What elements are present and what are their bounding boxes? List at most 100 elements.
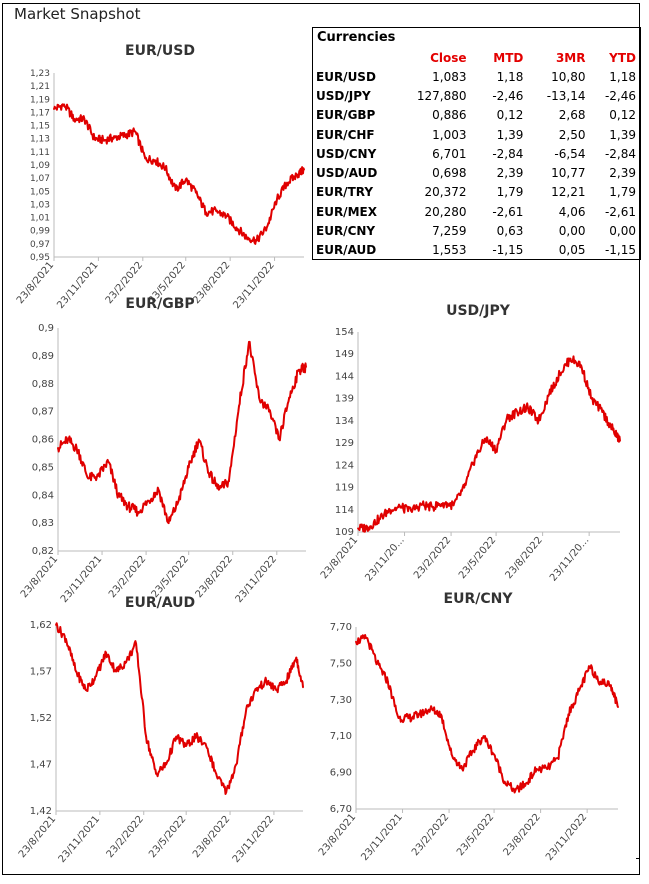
eurgbp-data-point	[238, 405, 240, 407]
usdjpy-data-point	[484, 437, 487, 440]
usdjpy-data-point	[378, 517, 381, 520]
usdjpy-y-tick-label: 119	[335, 483, 354, 494]
mtd-cell: 1,39	[496, 127, 524, 142]
eurgbp-y-tick-label: 0,89	[32, 351, 54, 362]
euraud-data-point	[205, 745, 208, 747]
usdjpy-y-tick-label: 114	[335, 505, 354, 516]
euraud-data-point	[135, 642, 137, 645]
eurgbp-y-tick-label: 0,88	[32, 379, 54, 390]
table-row: USD/AUD 0,698 2,39 10,77 2,39	[315, 163, 640, 182]
pair-cell: EUR/CHF	[316, 127, 375, 142]
eurcny-y-tick-label: 7,50	[330, 658, 352, 669]
eurcny-x-tick-label: 23/11/2021	[359, 812, 404, 863]
eurcny-x-tick-label: 23/2/2022	[410, 812, 451, 858]
ytd-cell: -2,46	[604, 88, 636, 103]
eurgbp-y-tick-label: 0,83	[32, 518, 54, 529]
eurcny-data-point	[440, 713, 442, 716]
eurusd-data-point	[154, 159, 157, 162]
eurusd-data-point	[255, 239, 258, 242]
euraud-data-point	[235, 763, 238, 766]
close-cell: 0,886	[432, 108, 467, 123]
usdjpy-data-point	[389, 508, 391, 511]
usdjpy-data-point	[442, 502, 444, 504]
eurusd-y-tick-label: 0,95	[30, 253, 50, 263]
close-cell: 20,280	[424, 204, 467, 219]
eurcny-y-tick-label: 7,70	[330, 622, 352, 633]
close-cell: 20,372	[424, 185, 467, 200]
mtd-cell: -2,84	[492, 146, 524, 161]
eurusd-data-point	[103, 139, 106, 141]
ytd-cell: -2,84	[604, 146, 636, 161]
mtd-cell: -1,15	[492, 243, 524, 258]
usdjpy-x-tick-label: 23/5/2022	[457, 535, 498, 581]
usdjpy-y-tick-label: 109	[335, 527, 354, 538]
eurcny-data-point	[546, 768, 549, 770]
eurusd-data-point	[286, 181, 288, 184]
eurusd-series-line	[53, 103, 305, 245]
eurusd-data-point	[303, 168, 305, 171]
euraud-data-point	[185, 745, 188, 747]
usdjpy-chart: USD/JPY15414914413913412912411911410923/…	[319, 303, 621, 584]
eurusd-y-tick-label: 1,23	[30, 69, 50, 79]
close-column-header: Close	[430, 50, 467, 65]
usdjpy-data-point	[473, 457, 476, 460]
eurusd-data-point	[235, 226, 238, 229]
eurusd-y-tick-label: 1,13	[30, 135, 50, 145]
usdjpy-data-point	[612, 428, 614, 431]
eurgbp-title: EUR/GBP	[125, 296, 194, 312]
euraud-series-line	[55, 622, 304, 795]
euraud-data-point	[125, 661, 127, 664]
usdjpy-x-tick-label: 23/11/20...	[548, 535, 591, 584]
eurgbp-data-point	[77, 449, 79, 452]
eurcny-x-tick-label: 23/8/2021	[317, 812, 358, 858]
usdjpy-x-tick-label: 23/11/20...	[363, 535, 406, 584]
euraud-data-point	[275, 689, 278, 691]
3mr-cell: 2,50	[558, 127, 586, 142]
eurusd-title: EUR/USD	[125, 43, 195, 59]
eurcny-data-point	[567, 713, 570, 716]
snapshot-frame	[2, 3, 640, 875]
close-cell: 6,701	[432, 146, 467, 161]
euraud-data-point	[175, 735, 178, 738]
eurcny-title: EUR/CNY	[444, 591, 514, 607]
euraud-data-point	[145, 735, 148, 738]
close-cell: 127,880	[416, 88, 467, 103]
usdjpy-data-point	[367, 526, 370, 529]
eurusd-y-tick-label: 1,17	[30, 108, 50, 118]
eurcny-chart: EUR/CNY 7,70 7,50 7,30 7,10 6,90 6,7023/8/2021…	[317, 591, 619, 863]
eurgbp-y-tick-label: 0,87	[32, 407, 54, 418]
eurgbp-data-point	[218, 488, 220, 491]
eurusd-data-point	[73, 118, 76, 120]
usdjpy-x-tick-label: 23/8/2021	[319, 535, 360, 581]
table-header-row: Close MTD 3MR YTD	[315, 48, 640, 67]
ytd-cell: 1,39	[609, 127, 636, 142]
eurusd-y-tick-label: 1,01	[30, 214, 50, 224]
eurcny-data-point	[461, 768, 464, 770]
eurcny-data-point	[429, 708, 432, 710]
eurcny-y-tick-label: 6,70	[330, 804, 352, 815]
eurgbp-data-point	[207, 472, 210, 474]
euraud-data-point	[265, 679, 268, 682]
euraud-data-point	[285, 679, 288, 682]
3mr-column-header: 3MR	[555, 50, 586, 65]
mtd-cell: -2,46	[492, 88, 524, 103]
usdjpy-data-point	[569, 357, 572, 360]
mtd-cell: 1,18	[496, 69, 524, 84]
close-cell: 7,259	[432, 224, 467, 239]
euraud-data-point	[95, 675, 97, 678]
euraud-y-tick-label: 1,47	[30, 760, 52, 771]
eurcny-data-point	[365, 637, 368, 639]
eurcny-data-point	[556, 757, 559, 759]
usdjpy-x-tick-label: 23/8/2022	[504, 535, 545, 581]
eurusd-y-tick-label: 1,09	[30, 161, 50, 171]
eurusd-data-point	[225, 215, 228, 218]
euraud-x-tick-label: 23/11/2022	[231, 814, 276, 865]
page-title: Market Snapshot	[14, 5, 141, 23]
ytd-cell: -2,61	[604, 204, 636, 219]
euraud-data-point	[115, 670, 117, 673]
eurcny-data-point	[471, 749, 474, 752]
usdjpy-data-point	[548, 393, 551, 396]
table-row: EUR/CNY 7,259 0,63 0,00 0,00	[315, 221, 640, 240]
eurgbp-y-tick-label: 0,84	[32, 490, 54, 501]
euraud-y-tick-label: 1,57	[30, 667, 52, 678]
